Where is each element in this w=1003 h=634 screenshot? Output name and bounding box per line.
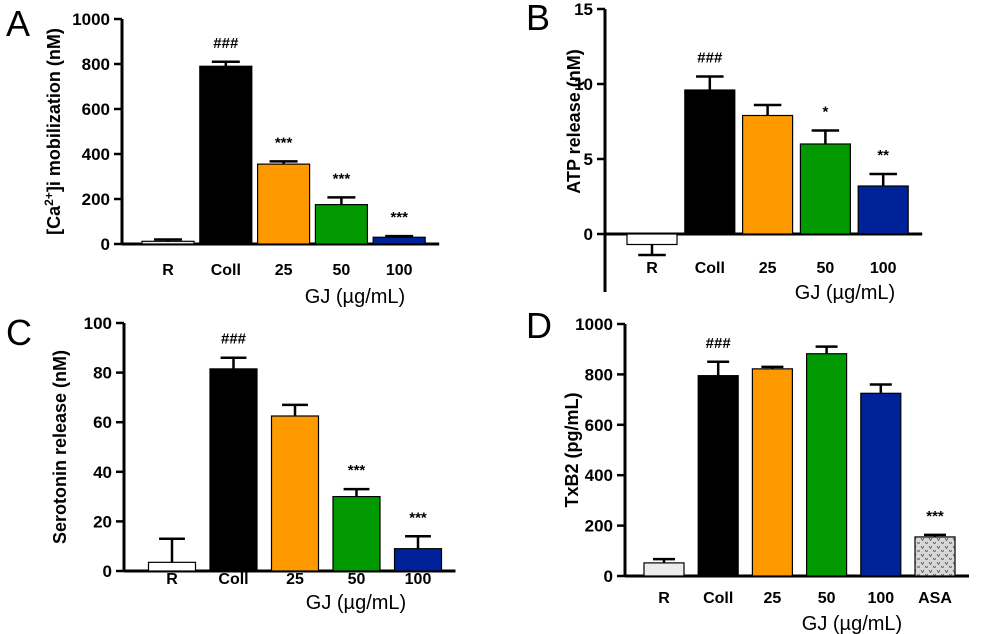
y-tick-label: 15 bbox=[574, 0, 593, 19]
bar-r bbox=[147, 561, 197, 572]
y-tick-label: 100 bbox=[84, 314, 112, 333]
category-label: 100 bbox=[405, 571, 432, 588]
category-label: Coll bbox=[211, 262, 241, 279]
category-label: R bbox=[162, 262, 174, 279]
bar-r bbox=[626, 233, 678, 246]
y-tick-label: 40 bbox=[93, 463, 112, 482]
y-tick-label: 0 bbox=[101, 235, 110, 254]
bar-25 bbox=[257, 163, 311, 245]
x-axis-label: GJ (µg/mL) bbox=[306, 592, 406, 614]
category-label: Coll bbox=[703, 590, 733, 607]
category-label: 25 bbox=[275, 262, 293, 279]
category-label: R bbox=[646, 260, 658, 277]
y-tick-label: 400 bbox=[82, 145, 110, 164]
category-label: 100 bbox=[870, 260, 897, 277]
panel-letter: C bbox=[6, 312, 32, 353]
bar-25 bbox=[751, 368, 794, 577]
bar-r bbox=[643, 562, 685, 577]
category-label: R bbox=[166, 571, 178, 588]
y-tick-label: 200 bbox=[82, 190, 110, 209]
y-tick-label: 0 bbox=[604, 567, 613, 586]
y-tick-label: 400 bbox=[585, 466, 613, 485]
bar-coll bbox=[209, 368, 258, 572]
category-label: 100 bbox=[386, 262, 413, 279]
category-label: R bbox=[658, 590, 670, 607]
significance-marker: *** bbox=[409, 509, 427, 526]
panel-letter: D bbox=[526, 305, 552, 346]
y-tick-label: 800 bbox=[82, 55, 110, 74]
significance-marker: ### bbox=[697, 50, 723, 67]
y-tick-label: 10 bbox=[574, 75, 593, 94]
y-tick-label: 1000 bbox=[575, 315, 613, 334]
panel-c: C 0 20 40 60 80 100 Serotonin release (nM) R Coll… bbox=[6, 312, 456, 614]
bar-100 bbox=[860, 392, 902, 577]
bar-50 bbox=[332, 496, 381, 572]
bar-50 bbox=[799, 143, 852, 235]
bar-25 bbox=[741, 114, 794, 235]
bar-asa bbox=[914, 536, 956, 577]
bar-50 bbox=[314, 204, 368, 245]
category-label: 25 bbox=[286, 571, 304, 588]
bar-coll bbox=[697, 375, 739, 577]
y-axis-label: ATP release (nM) bbox=[564, 49, 584, 193]
category-label: 50 bbox=[818, 590, 836, 607]
significance-marker: ** bbox=[877, 147, 889, 164]
y-tick-label: 0 bbox=[584, 225, 593, 244]
bar-100 bbox=[372, 236, 426, 245]
panel-d: D 0 200 400 600 800 1000 TxB2 (pg/mL) R Coll ### 25… bbox=[526, 305, 969, 634]
y-tick-label: 600 bbox=[585, 416, 613, 435]
category-label: Coll bbox=[695, 260, 725, 277]
y-axis-label: [Ca2+]i mobilization (nM) bbox=[42, 28, 64, 235]
category-label: 50 bbox=[817, 260, 835, 277]
category-label: Coll bbox=[218, 571, 248, 588]
significance-marker: *** bbox=[333, 170, 351, 187]
bar-coll bbox=[199, 65, 253, 245]
significance-marker: *** bbox=[390, 209, 408, 226]
y-tick-label: 20 bbox=[93, 512, 112, 531]
bar-25 bbox=[270, 415, 320, 572]
x-axis-label: GJ (µg/mL) bbox=[305, 286, 405, 308]
bar-100 bbox=[393, 548, 443, 572]
significance-marker: *** bbox=[348, 462, 366, 479]
bar-r bbox=[141, 240, 195, 245]
x-axis-label: GJ (µg/mL) bbox=[802, 613, 902, 634]
y-tick-label: 80 bbox=[93, 364, 112, 383]
significance-marker: * bbox=[822, 104, 828, 121]
y-tick-label: 0 bbox=[103, 562, 112, 581]
bar-coll bbox=[684, 89, 736, 235]
category-label: 25 bbox=[759, 260, 777, 277]
significance-marker: *** bbox=[275, 134, 293, 151]
x-axis-label: GJ (µg/mL) bbox=[795, 282, 895, 304]
panel-a: A 0 200 400 600 800 1000 [Ca2+]i mobilization (… bbox=[6, 3, 440, 308]
category-label: 100 bbox=[867, 590, 894, 607]
bar-100 bbox=[857, 185, 909, 235]
category-label: 50 bbox=[348, 571, 366, 588]
significance-marker: *** bbox=[926, 508, 944, 525]
y-tick-label: 600 bbox=[82, 100, 110, 119]
bar-50 bbox=[805, 353, 848, 577]
panel-letter: B bbox=[526, 0, 550, 38]
significance-marker: ### bbox=[213, 35, 239, 52]
y-axis-label: Serotonin release (nM) bbox=[50, 350, 70, 544]
panel-letter: A bbox=[6, 3, 30, 44]
y-tick-label: 200 bbox=[585, 517, 613, 536]
y-tick-label: 1000 bbox=[72, 10, 110, 29]
significance-marker: ### bbox=[706, 335, 732, 352]
y-tick-label: 60 bbox=[93, 413, 112, 432]
y-tick-label: 5 bbox=[584, 150, 593, 169]
category-label: 50 bbox=[333, 262, 351, 279]
category-label: ASA bbox=[918, 590, 952, 607]
significance-marker: ### bbox=[221, 331, 247, 348]
category-label: 25 bbox=[764, 590, 782, 607]
panel-b: B 0 5 10 15 ATP release (nM) R Coll ### 25 50 * 100 *… bbox=[526, 0, 923, 304]
y-axis-label: TxB2 (pg/mL) bbox=[562, 392, 582, 507]
y-tick-label: 800 bbox=[585, 365, 613, 384]
